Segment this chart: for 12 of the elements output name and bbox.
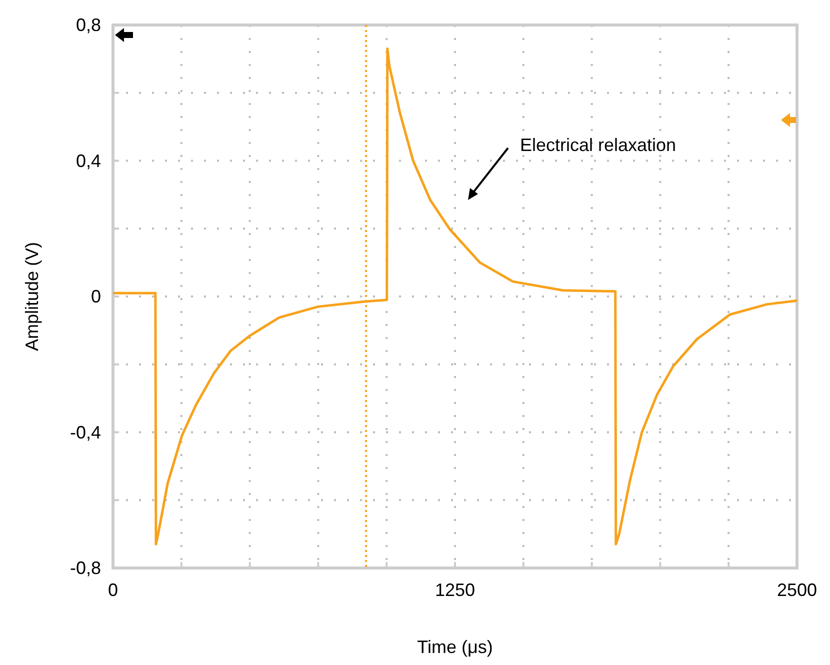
y-tick-label: 0,4 bbox=[76, 150, 101, 171]
y-tick-label: 0,8 bbox=[76, 15, 101, 35]
y-tick-label: 0 bbox=[90, 286, 101, 306]
y-tick-label: -0,8 bbox=[70, 558, 101, 578]
x-axis-title: Time (μs) bbox=[417, 637, 493, 657]
line-series bbox=[112, 48, 798, 546]
annotation: Electrical relaxation bbox=[520, 135, 676, 155]
x-tick-label: 2500 bbox=[776, 580, 818, 600]
y-axis-title: Amplitude (V) bbox=[22, 242, 42, 352]
x-tick-label: 1250 bbox=[434, 580, 476, 600]
x-tick-label: 0 bbox=[108, 580, 118, 600]
y-tick-label: -0,4 bbox=[70, 422, 101, 442]
